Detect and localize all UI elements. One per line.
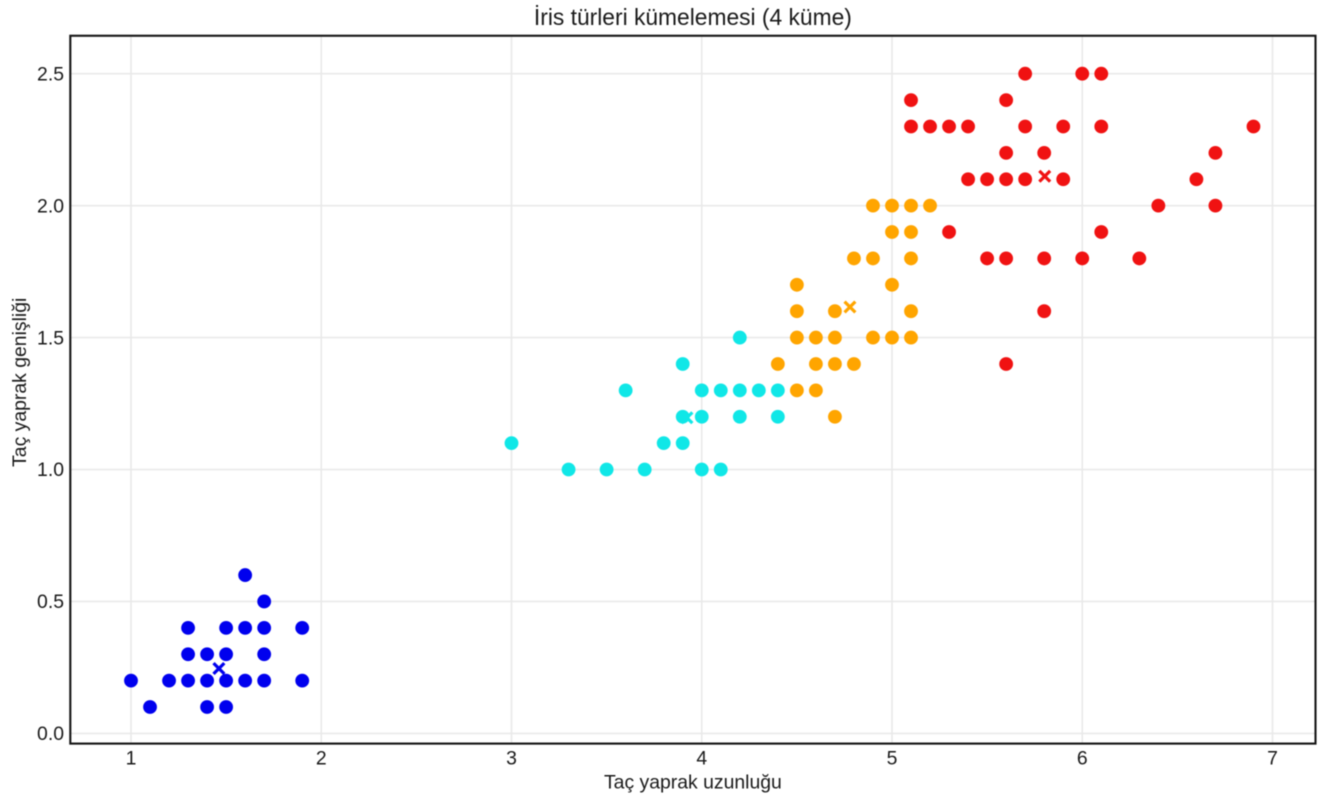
svg-text:2.0: 2.0 [37, 195, 64, 217]
svg-text:4: 4 [696, 748, 707, 770]
svg-text:3: 3 [506, 748, 517, 770]
svg-text:5: 5 [887, 748, 898, 770]
svg-text:1.0: 1.0 [37, 459, 64, 481]
svg-text:Taç yaprak genişliği: Taç yaprak genişliği [9, 298, 31, 467]
svg-text:6: 6 [1077, 748, 1088, 770]
svg-text:1: 1 [126, 748, 137, 770]
svg-text:7: 7 [1267, 748, 1278, 770]
svg-text:1.5: 1.5 [37, 327, 64, 349]
svg-text:2.5: 2.5 [37, 63, 64, 85]
svg-text:0.5: 0.5 [37, 591, 64, 613]
svg-text:Taç yaprak uzunluğu: Taç yaprak uzunluğu [604, 772, 782, 794]
svg-text:İris türleri kümelemesi (4 küm: İris türleri kümelemesi (4 küme) [534, 4, 852, 30]
svg-text:2: 2 [316, 748, 327, 770]
svg-text:0.0: 0.0 [37, 723, 64, 745]
